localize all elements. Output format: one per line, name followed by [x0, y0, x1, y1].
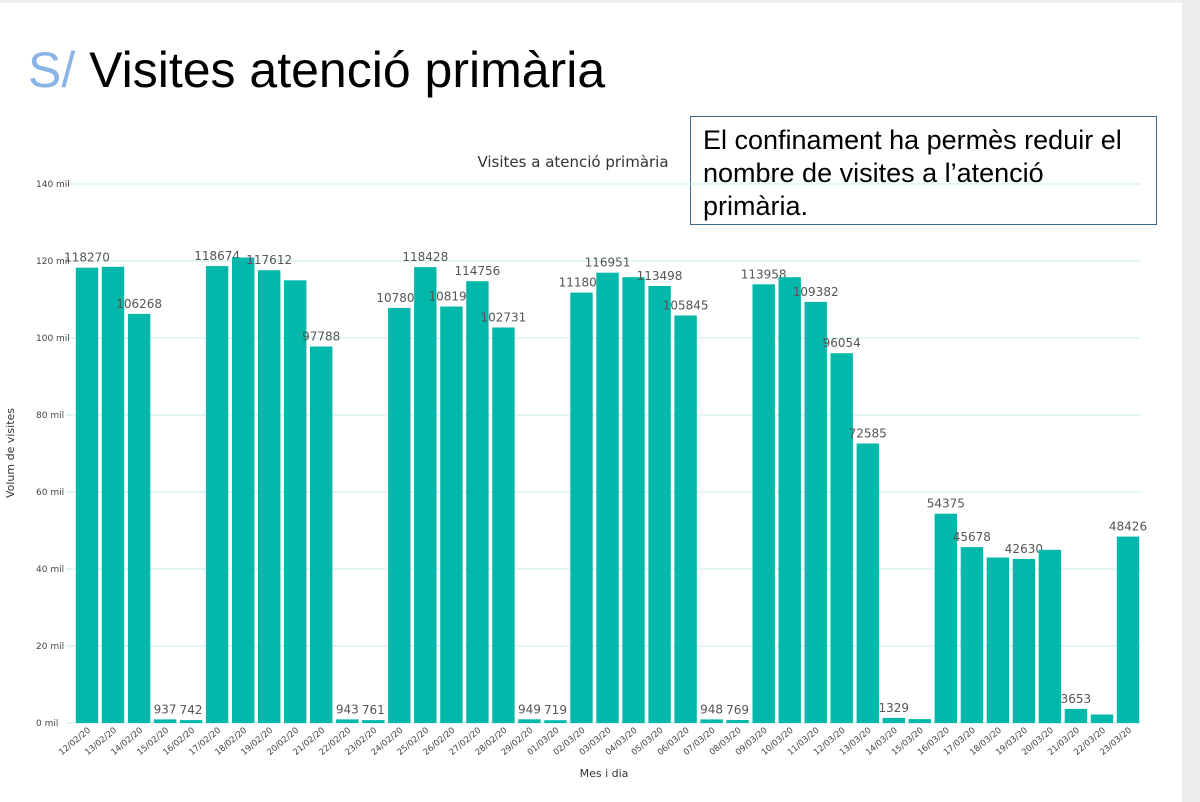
bar	[882, 717, 905, 723]
bar	[752, 284, 775, 723]
data-label: 107807	[376, 291, 422, 305]
data-label: 118428	[402, 250, 448, 264]
data-label: 116951	[585, 256, 631, 270]
data-label: 96054	[823, 336, 861, 350]
chart-title: Visites a atenció primària	[477, 153, 668, 171]
data-label: 719	[544, 703, 567, 717]
bar	[544, 720, 567, 723]
y-tick-label: 20 mil	[36, 642, 64, 652]
bar	[648, 286, 671, 723]
y-tick-label: 100 mil	[36, 334, 70, 344]
y-tick-label: 0 mil	[36, 719, 58, 729]
data-label: 42630	[1005, 542, 1043, 556]
y-tick-label: 80 mil	[36, 411, 64, 421]
bar	[596, 272, 619, 723]
data-label: 97788	[302, 330, 340, 344]
bar	[153, 719, 177, 723]
data-label: 761	[362, 703, 385, 717]
bar	[1064, 708, 1088, 723]
bar	[1116, 536, 1140, 723]
x-axis-label: Mes i dia	[580, 767, 629, 780]
y-tick-label: 140 mil	[36, 180, 70, 190]
data-label: 943	[336, 702, 359, 716]
data-label: 111800	[559, 276, 605, 290]
bar	[127, 313, 151, 723]
data-label: 742	[180, 703, 203, 717]
bar	[856, 443, 879, 723]
data-label: 3653	[1061, 692, 1092, 706]
data-label: 949	[518, 702, 541, 716]
data-label: 45678	[953, 530, 991, 544]
bar	[310, 346, 333, 723]
bar	[674, 315, 697, 723]
bar	[258, 270, 281, 723]
bar	[804, 301, 827, 723]
bar	[830, 353, 853, 723]
y-tick-label: 120 mil	[36, 257, 70, 267]
bar	[440, 306, 463, 723]
bar	[908, 719, 931, 723]
data-label: 54375	[927, 497, 965, 511]
bar	[1090, 714, 1114, 723]
data-label: 113958	[741, 267, 787, 281]
bar	[75, 267, 99, 723]
data-label: 118270	[64, 251, 110, 265]
slide-title: S/ Visites atenció primària	[28, 40, 605, 100]
data-label: 105845	[663, 299, 709, 313]
data-label: 106268	[116, 297, 162, 311]
slide-title-text: Visites atenció primària	[89, 42, 606, 98]
callout-note: El confinament ha permès reduir el nombr…	[690, 116, 1157, 225]
bar	[1038, 549, 1062, 724]
bar	[570, 292, 593, 723]
bar	[622, 277, 645, 723]
data-label: 937	[154, 702, 177, 716]
data-label: 118674	[194, 249, 240, 263]
bar	[205, 266, 229, 723]
y-tick-label: 40 mil	[36, 565, 64, 575]
data-label: 769	[726, 703, 749, 717]
bar	[960, 547, 984, 723]
bar	[726, 720, 749, 723]
bar	[700, 719, 723, 723]
bar	[388, 307, 411, 723]
slide-title-prefix: S/	[28, 42, 76, 98]
bar	[934, 513, 957, 723]
data-label: 114756	[454, 264, 500, 278]
data-label: 102731	[480, 311, 526, 325]
y-tick-label: 60 mil	[36, 488, 64, 498]
data-label: 948	[700, 702, 723, 716]
bar	[232, 257, 255, 723]
y-axis-label: Volum de visites	[4, 408, 17, 498]
bar	[362, 720, 385, 723]
bar	[492, 327, 515, 723]
bar	[1012, 558, 1036, 723]
data-label: 108192	[428, 290, 474, 304]
bar	[284, 280, 307, 724]
bar	[414, 267, 437, 723]
data-label: 117612	[246, 253, 292, 267]
bar	[179, 720, 203, 723]
right-edge-strip	[1182, 0, 1200, 802]
bar	[466, 281, 489, 723]
bar	[518, 719, 541, 723]
top-edge-strip	[0, 0, 1200, 3]
data-label: 48426	[1109, 520, 1147, 534]
bar	[101, 266, 125, 723]
bar	[986, 557, 1010, 723]
data-label: 72585	[849, 427, 887, 441]
bar	[336, 719, 359, 723]
data-label: 109382	[793, 285, 839, 299]
bar	[778, 277, 801, 723]
data-label: 1329	[879, 701, 910, 715]
data-label: 113498	[637, 269, 683, 283]
